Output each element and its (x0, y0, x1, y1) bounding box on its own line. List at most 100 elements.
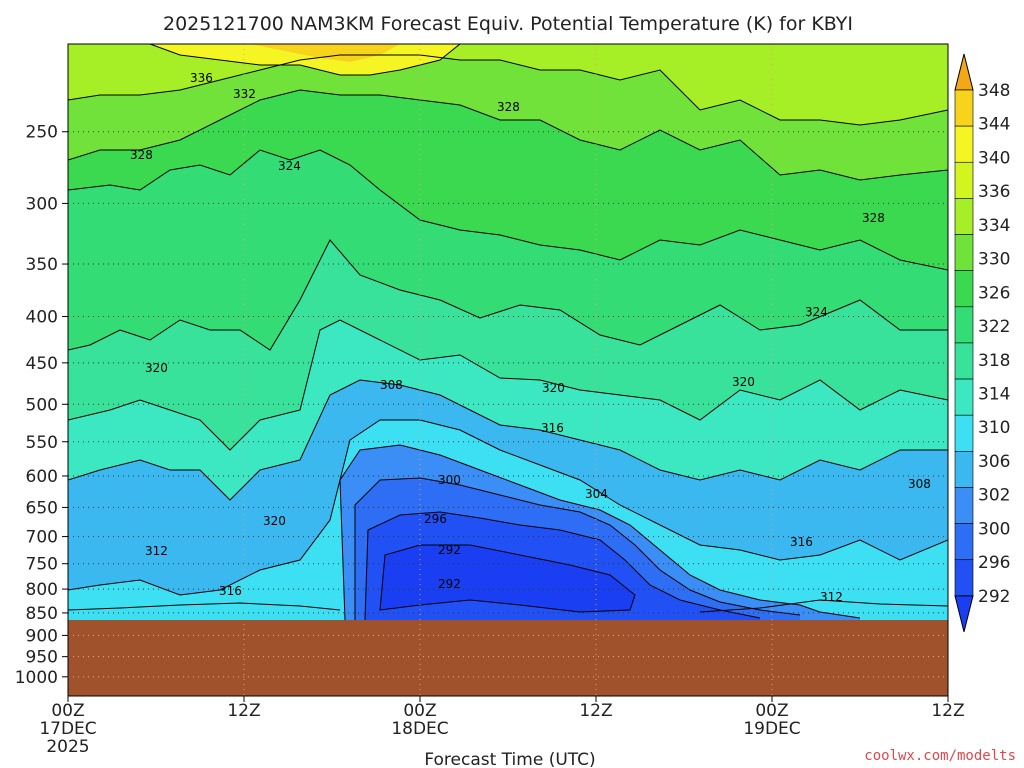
colorbar-segment (954, 89, 974, 127)
y-tick-label: 600 (26, 467, 58, 487)
colorbar-segment (954, 306, 974, 344)
y-tick-label: 300 (26, 194, 58, 214)
colorbar: 348 344 340 336 334 330 326 322 318 314 310 306 302 3… (954, 53, 1010, 632)
contour-label: 336 (190, 71, 213, 85)
y-tick-label: 1000 (15, 668, 58, 688)
x-tick-label: 17DEC (39, 719, 96, 739)
contour-label: 332 (233, 87, 256, 101)
contour-label: 320 (263, 514, 286, 528)
x-tick-label: 00Z (403, 701, 436, 721)
colorbar-label: 306 (978, 452, 1010, 472)
contour-label: 312 (820, 590, 843, 604)
colorbar-label: 310 (978, 418, 1010, 438)
x-tick-label: 18DEC (391, 719, 448, 739)
contour-line (68, 239, 948, 351)
colorbar-label: 296 (978, 553, 1010, 573)
colorbar-label: 318 (978, 351, 1010, 371)
contour-label: 328 (862, 211, 885, 225)
band-314 (68, 320, 948, 500)
colorbar-label: 300 (978, 519, 1010, 539)
colorbar-label: 330 (978, 250, 1010, 270)
y-tick-label: 400 (26, 308, 58, 328)
contour-label: 328 (497, 100, 520, 114)
contour-label: 304 (585, 487, 608, 501)
x-axis-label: Forecast Time (UTC) (424, 750, 595, 768)
contour-line (379, 544, 636, 613)
y-tick-label: 800 (26, 580, 58, 600)
contour-line (699, 599, 948, 613)
colorbar-top-triangle (954, 53, 974, 91)
y-tick-label: 700 (26, 528, 58, 548)
colorbar-segment (954, 523, 974, 561)
contour-line (68, 319, 948, 451)
y-tick-label: 350 (26, 255, 58, 275)
y-tick-label: 950 (26, 648, 58, 668)
x-tick-label: 19DEC (743, 719, 800, 739)
contour-label: 296 (424, 512, 447, 526)
filled-bands (68, 44, 948, 620)
contour-label: 316 (219, 584, 242, 598)
band-344 (250, 44, 400, 62)
contour-label: 312 (145, 544, 168, 558)
colorbar-segment (954, 234, 974, 271)
contour-label: 324 (805, 305, 828, 319)
x-tick-label: 2025 (46, 737, 89, 757)
x-tick-label: 12Z (931, 701, 964, 721)
contour-label: 300 (438, 473, 461, 487)
colorbar-segment (954, 487, 974, 524)
contour-line (339, 444, 861, 621)
contour-label: 320 (145, 361, 168, 375)
contour-label: 316 (790, 535, 813, 549)
colorbar-label: 336 (978, 182, 1010, 202)
plot-frame (67, 43, 949, 697)
colorbar-label: 292 (978, 587, 1010, 607)
contour-label: 320 (732, 375, 755, 389)
colorbar-segment (954, 125, 974, 163)
contour-label: 308 (380, 378, 403, 392)
contour-label: 292 (438, 543, 461, 557)
y-tick-label: 900 (26, 626, 58, 646)
contour-line (68, 602, 341, 611)
band-318 (68, 240, 948, 450)
y-tick-label: 550 (26, 433, 58, 453)
contour-label: 308 (908, 477, 931, 491)
colorbar-bottom-triangle (954, 595, 974, 632)
colorbar-segment (954, 342, 974, 380)
contour-line (68, 149, 948, 271)
y-axis: 2503003504004505005506006507007508008509… (15, 123, 68, 688)
y-tick-label: 450 (26, 354, 58, 374)
plot-area: 336 332 328 328 324 328 324 320 320 308 … (68, 44, 948, 696)
contour-labels: 336 332 328 328 324 328 324 320 320 308 … (130, 71, 931, 604)
y-tick-label: 750 (26, 555, 58, 575)
contour-line (68, 54, 948, 126)
contour-line (68, 419, 948, 596)
x-tick-label: 00Z (51, 701, 84, 721)
colorbar-label: 326 (978, 283, 1010, 303)
colorbar-segment (954, 559, 974, 597)
colorbar-label: 344 (978, 115, 1010, 135)
colorbar-segment (954, 414, 974, 452)
colorbar-segment (954, 198, 974, 235)
contour-line (68, 89, 948, 181)
contour-line (354, 477, 801, 620)
x-tick-label: 12Z (579, 701, 612, 721)
contour-label: 316 (541, 421, 564, 435)
colorbar-label: 334 (978, 216, 1010, 236)
colorbar-label: 348 (978, 81, 1010, 101)
chart-title: 2025121700 NAM3KM Forecast Equiv. Potent… (163, 13, 853, 35)
colorbar-segment (954, 161, 974, 199)
colorbar-segment (954, 451, 974, 488)
grid-lines (68, 44, 948, 696)
contour-lines (68, 44, 948, 621)
y-tick-label: 250 (26, 123, 58, 143)
contour-label: 292 (438, 577, 461, 591)
band-306 (68, 380, 948, 595)
ground (68, 620, 948, 696)
y-tick-label: 650 (26, 498, 58, 518)
colorbar-label: 302 (978, 486, 1010, 506)
band-292 (380, 545, 635, 612)
y-tick-label: 500 (26, 395, 58, 415)
contour-label: 320 (542, 381, 565, 395)
contour-line (364, 511, 761, 621)
